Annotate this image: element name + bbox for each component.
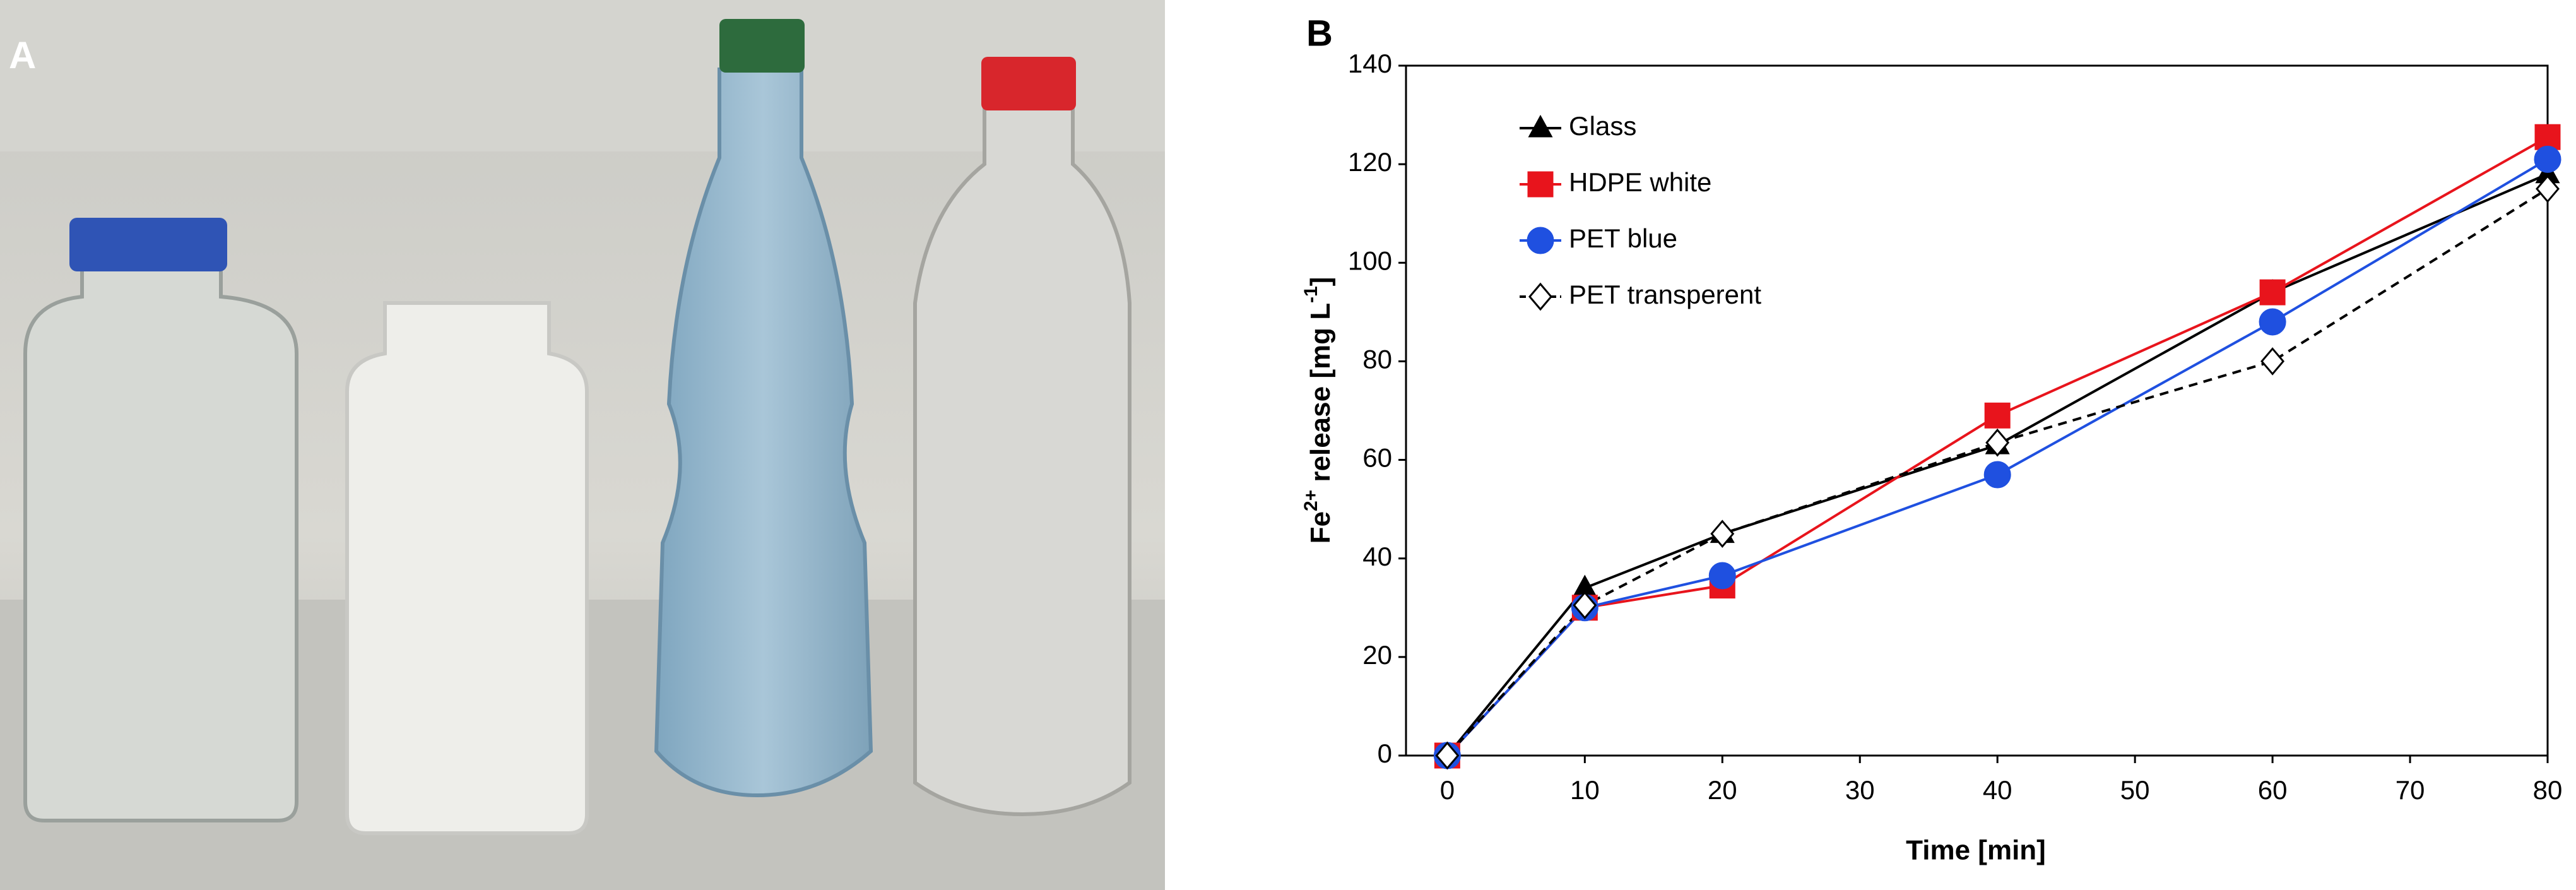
y-label-part: ] [1305,277,1336,287]
marker [1527,171,1554,198]
marker [1527,227,1554,254]
y-label-part: Fe [1305,511,1336,543]
x-tick-label: 30 [1845,775,1875,805]
pet-transparent-bottle [913,105,1131,817]
x-axis-label: Time [min] [1906,835,2046,866]
y-label-sup: -1 [1301,286,1321,303]
y-tick-label: 140 [1348,49,1392,78]
x-tick-label: 60 [2258,775,2288,805]
marker [1435,741,1460,770]
photo: A [0,0,1165,890]
y-tick-label: 120 [1348,147,1392,177]
panel-label: A [9,34,36,76]
legend-label: PET blue [1569,223,1677,253]
x-tick-label: 10 [1570,775,1600,805]
plot-frame [1405,64,2549,757]
legend-label: Glass [1569,111,1636,141]
legend-label: PET transperent [1569,280,1761,309]
red-cap [981,57,1076,110]
marker [1710,519,1735,548]
panel-label: B [1306,13,1333,54]
marker [2534,145,2561,173]
legend-label: HDPE white [1569,167,1711,197]
series-line [1446,158,2549,757]
glass-bottle [23,263,298,822]
y-tick-label: 60 [1362,443,1392,473]
marker [1983,461,2011,489]
marker [1708,562,1736,590]
y-tick-label: 100 [1348,246,1392,275]
x-tick-label: 50 [2120,775,2150,805]
y-tick-label: 0 [1378,739,1392,768]
marker [2536,174,2560,203]
shelf [0,0,1165,151]
marker [1528,282,1552,311]
marker [2260,347,2285,376]
marker [2259,308,2286,336]
hdpe-bottle [345,301,589,835]
y-tick-label: 20 [1362,640,1392,670]
marker [1985,428,2010,457]
x-tick-label: 80 [2533,775,2563,805]
series-line [1446,187,2549,757]
marker [1984,402,2011,429]
chart: B Time [min] Fe2+ release [mg L-1] 0 20 40… [1301,13,2562,865]
y-label-sup: 2+ [1301,490,1321,511]
pet-blue-bottle [654,68,873,798]
marker [2259,279,2286,306]
marker [2534,124,2561,150]
y-axis-label: Fe2+ release [mg L-1] [1301,277,1336,544]
x-tick-label: 70 [2396,775,2425,805]
blue-cap [69,218,227,271]
x-tick-label: 40 [1983,775,2012,805]
y-label-part: release [mg L [1305,303,1336,490]
x-tick-label: 0 [1440,775,1455,805]
green-cap [719,19,805,73]
y-tick-label: 80 [1362,345,1392,374]
marker [1528,114,1553,138]
x-tick-label: 20 [1708,775,1737,805]
y-tick-label: 40 [1362,542,1392,571]
marker [1573,591,1597,620]
